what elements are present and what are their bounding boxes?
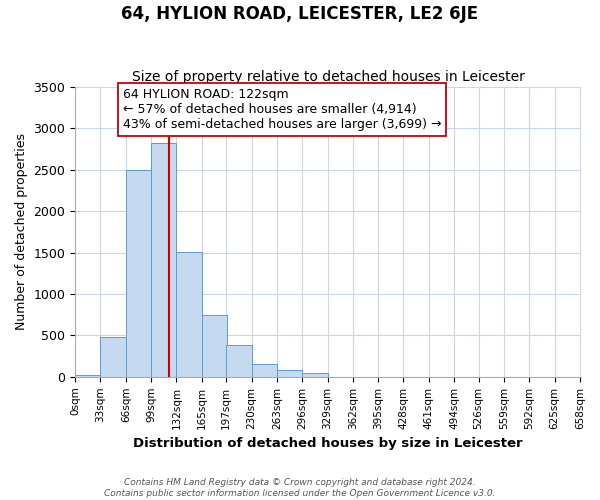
Bar: [251, 364, 277, 377]
Y-axis label: Number of detached properties: Number of detached properties: [15, 134, 28, 330]
Text: 64, HYLION ROAD, LEICESTER, LE2 6JE: 64, HYLION ROAD, LEICESTER, LE2 6JE: [121, 5, 479, 23]
Bar: [202, 314, 227, 377]
Bar: [176, 252, 202, 377]
Title: Size of property relative to detached houses in Leicester: Size of property relative to detached ho…: [132, 70, 525, 85]
Bar: [277, 370, 302, 377]
Bar: [100, 337, 126, 377]
Bar: [151, 144, 176, 377]
Bar: [75, 374, 100, 377]
X-axis label: Distribution of detached houses by size in Leicester: Distribution of detached houses by size …: [133, 437, 523, 450]
Bar: [302, 373, 328, 377]
Bar: [126, 170, 151, 377]
Text: 64 HYLION ROAD: 122sqm
← 57% of detached houses are smaller (4,914)
43% of semi-: 64 HYLION ROAD: 122sqm ← 57% of detached…: [123, 88, 441, 131]
Bar: [226, 344, 251, 377]
Text: Contains HM Land Registry data © Crown copyright and database right 2024.
Contai: Contains HM Land Registry data © Crown c…: [104, 478, 496, 498]
